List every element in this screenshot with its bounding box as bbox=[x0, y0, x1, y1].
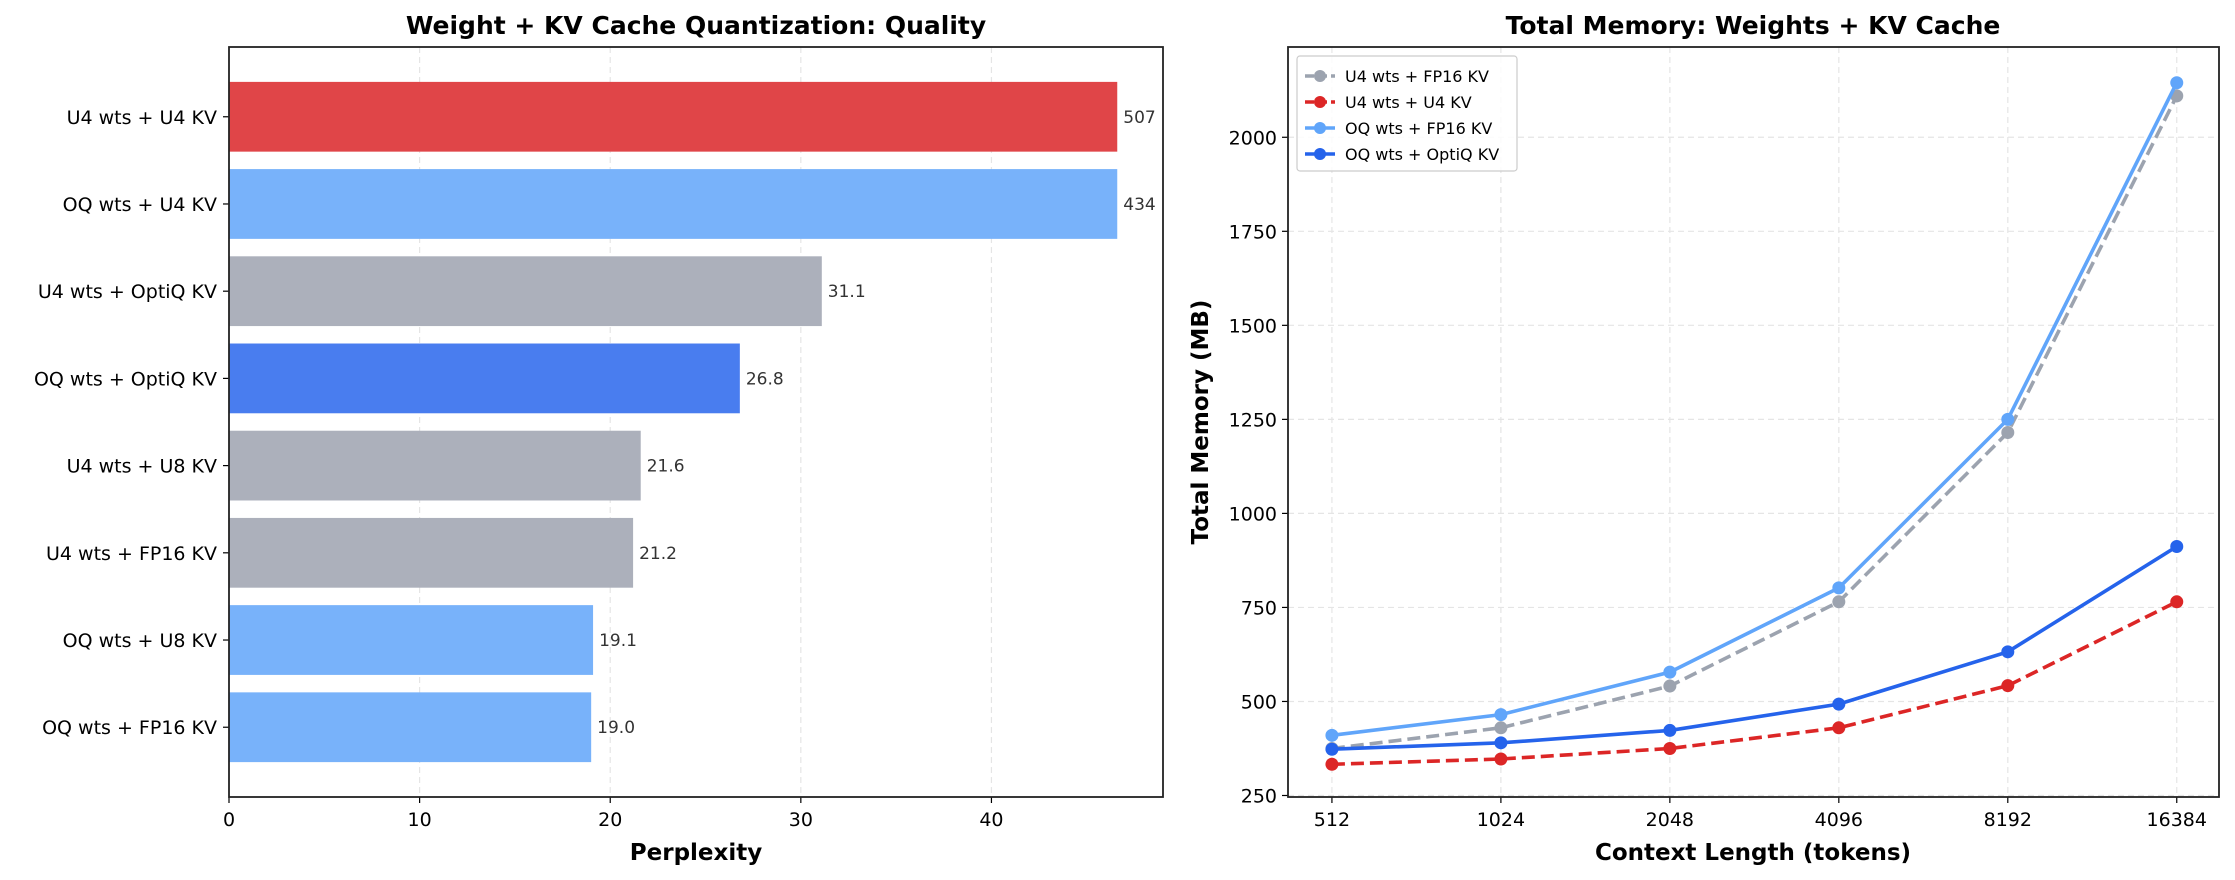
x-tick-label: 10 bbox=[408, 809, 432, 831]
y-tick-label: U4 wts + FP16 KV bbox=[46, 543, 217, 565]
x-tick-label: 512 bbox=[1314, 809, 1350, 831]
data-point bbox=[1494, 736, 1508, 750]
data-label: 507 bbox=[1123, 108, 1155, 128]
y-tick-label: OQ wts + U8 KV bbox=[63, 630, 217, 652]
data-label: 21.2 bbox=[639, 544, 677, 564]
series-line bbox=[1331, 600, 2178, 767]
data-point bbox=[1494, 721, 1508, 735]
data-point bbox=[1494, 752, 1508, 766]
data-label: 21.6 bbox=[647, 457, 685, 477]
data-point bbox=[2001, 645, 2015, 659]
y-tick-label: 750 bbox=[1241, 597, 1277, 619]
bar bbox=[229, 517, 634, 588]
bar bbox=[229, 81, 1118, 152]
data-point bbox=[2170, 539, 2184, 553]
y-tick-label: 500 bbox=[1241, 691, 1277, 713]
legend-label: OQ wts + OptiQ KV bbox=[1345, 145, 1499, 164]
data-label: 434 bbox=[1123, 195, 1155, 215]
legend-marker bbox=[1314, 70, 1326, 82]
legend-label: U4 wts + FP16 KV bbox=[1345, 67, 1489, 86]
y-tick-label: OQ wts + U4 KV bbox=[63, 194, 217, 216]
x-tick-label: 20 bbox=[598, 809, 622, 831]
bar bbox=[229, 430, 641, 501]
data-point bbox=[1832, 581, 1846, 595]
x-tick-label: 16384 bbox=[2147, 809, 2207, 831]
x-tick-label: 4096 bbox=[1815, 809, 1863, 831]
legend-marker bbox=[1314, 122, 1326, 134]
bar bbox=[229, 343, 740, 414]
plot-frame bbox=[228, 46, 1164, 798]
data-point bbox=[1663, 665, 1677, 679]
data-point bbox=[2001, 412, 2015, 426]
right-x-axis-label: Context Length (tokens) bbox=[1595, 840, 1911, 866]
memory-line-chart: Total Memory: Weights + KV Cache Context… bbox=[1188, 11, 2220, 866]
legend-marker bbox=[1314, 96, 1326, 108]
series-line bbox=[1331, 544, 2178, 752]
data-point bbox=[2170, 76, 2184, 90]
y-tick-label: 1250 bbox=[1229, 409, 1277, 431]
y-tick-label: OQ wts + OptiQ KV bbox=[34, 368, 217, 390]
data-point bbox=[1832, 595, 1846, 609]
y-tick-label: U4 wts + U4 KV bbox=[67, 107, 217, 129]
x-tick-label: 1024 bbox=[1477, 809, 1525, 831]
legend-marker bbox=[1314, 148, 1326, 160]
legend: U4 wts + FP16 KV U4 wts + U4 KV OQ wts + F… bbox=[1296, 55, 1518, 172]
data-point bbox=[1325, 742, 1339, 756]
data-point bbox=[1325, 757, 1339, 771]
data-point bbox=[2170, 595, 2184, 609]
bar bbox=[229, 605, 594, 675]
series-line bbox=[1331, 95, 2179, 751]
left-x-axis-label: Perplexity bbox=[630, 840, 762, 866]
plot-frame bbox=[1287, 46, 2220, 798]
data-point bbox=[1663, 679, 1677, 693]
y-tick-label: 2000 bbox=[1229, 127, 1277, 149]
data-point bbox=[1832, 697, 1846, 711]
y-tick-label: 250 bbox=[1241, 785, 1277, 807]
y-tick-label: OQ wts + FP16 KV bbox=[42, 717, 217, 739]
data-label: 19.1 bbox=[599, 631, 637, 651]
x-tick-label: 40 bbox=[979, 809, 1003, 831]
data-point bbox=[1494, 708, 1508, 722]
right-y-axis-label: Total Memory (MB) bbox=[1188, 300, 1214, 545]
bar bbox=[229, 169, 1118, 239]
data-label: 31.1 bbox=[828, 282, 866, 302]
x-tick-label: 0 bbox=[223, 809, 235, 831]
data-point bbox=[2001, 426, 2015, 440]
data-point bbox=[1663, 723, 1677, 737]
legend-label: U4 wts + U4 KV bbox=[1345, 93, 1472, 112]
x-tick-label: 8192 bbox=[1984, 809, 2032, 831]
data-point bbox=[1832, 721, 1846, 735]
y-tick-label: U4 wts + OptiQ KV bbox=[38, 281, 217, 303]
bar bbox=[229, 692, 592, 763]
x-tick-label: 2048 bbox=[1646, 809, 1694, 831]
y-tick-label: 1500 bbox=[1229, 315, 1277, 337]
data-label: 19.0 bbox=[597, 718, 635, 738]
series-line bbox=[1331, 81, 2179, 738]
y-tick-label: U4 wts + U8 KV bbox=[67, 456, 217, 478]
legend-label: OQ wts + FP16 KV bbox=[1345, 119, 1492, 138]
data-point bbox=[2001, 679, 2015, 693]
data-label: 26.8 bbox=[746, 369, 784, 389]
y-tick-label: 1000 bbox=[1229, 503, 1277, 525]
perplexity-bar-chart: Weight + KV Cache Quantization: Quality … bbox=[34, 11, 1164, 866]
data-point bbox=[1325, 728, 1339, 742]
left-chart-title: Weight + KV Cache Quantization: Quality bbox=[406, 11, 986, 40]
data-point bbox=[1663, 741, 1677, 755]
legend-box bbox=[1296, 55, 1518, 172]
right-chart-title: Total Memory: Weights + KV Cache bbox=[1506, 11, 2001, 40]
y-tick-label: 1750 bbox=[1229, 221, 1277, 243]
bar bbox=[229, 256, 822, 327]
x-tick-label: 30 bbox=[789, 809, 813, 831]
